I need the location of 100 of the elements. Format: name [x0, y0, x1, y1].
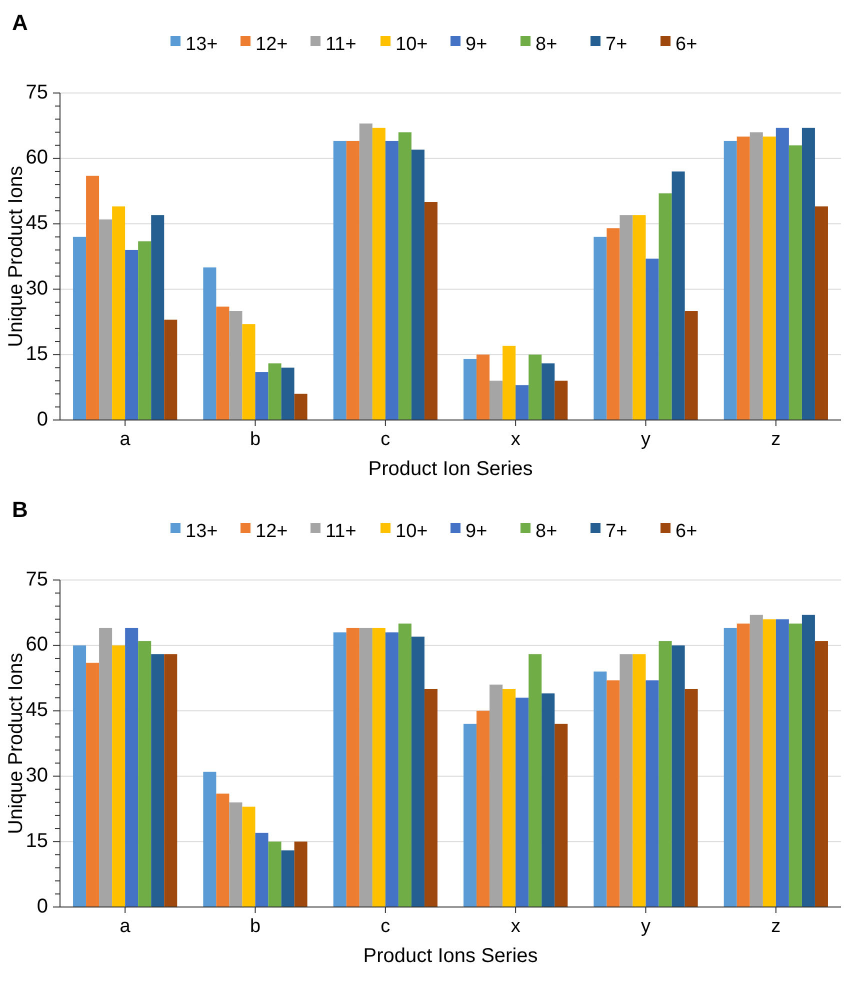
bar [112, 645, 126, 907]
bar [646, 258, 659, 420]
bar [216, 306, 230, 420]
bar [620, 654, 633, 907]
bar [99, 628, 112, 907]
bar [294, 394, 308, 420]
legend-label: 6+ [676, 34, 698, 56]
bar [516, 698, 529, 907]
bar [750, 614, 763, 907]
bar [542, 693, 555, 907]
bar [684, 311, 698, 420]
bar [385, 140, 398, 420]
bar [802, 128, 815, 420]
y-tick-label: 60 [26, 634, 48, 656]
y-tick-label: 15 [26, 830, 48, 852]
y-tick-label: 0 [36, 408, 48, 430]
y-tick-label: 30 [26, 764, 48, 786]
bar [281, 368, 294, 420]
bar [411, 636, 424, 907]
y-tick-label: 75 [26, 568, 48, 590]
bar [99, 219, 112, 420]
x-tick-label: z [771, 916, 781, 937]
legend-label: 13+ [186, 34, 218, 56]
bar [346, 628, 360, 907]
x-tick-label: y [641, 429, 651, 450]
bar [672, 645, 685, 907]
legend-label: 8+ [536, 521, 558, 542]
bar [333, 140, 346, 420]
bar [398, 624, 412, 907]
bar [762, 619, 776, 907]
bar [151, 215, 164, 420]
bar [658, 641, 672, 907]
x-axis-title: Product Ion Series [368, 458, 533, 480]
bar [268, 363, 282, 420]
bar [762, 136, 776, 420]
bar [424, 202, 438, 420]
x-tick-label: b [250, 916, 261, 937]
legend-label: 8+ [536, 34, 558, 56]
bar [658, 193, 672, 420]
x-tick-label: x [510, 429, 521, 450]
y-tick-label: 0 [36, 895, 48, 918]
bar [802, 614, 815, 907]
legend-label: 7+ [606, 521, 628, 542]
bar [73, 645, 86, 907]
x-tick-label: a [120, 429, 131, 450]
bar [788, 624, 802, 907]
bar [776, 128, 789, 420]
bar [229, 802, 242, 907]
bar [125, 250, 138, 420]
bar [359, 124, 372, 420]
x-axis-title: Product Ions Series [363, 945, 538, 967]
x-tick-label: b [250, 429, 261, 450]
legend-label: 11+ [326, 34, 356, 56]
bar [151, 654, 164, 907]
legend-label: 10+ [396, 521, 428, 542]
bar [736, 624, 750, 907]
chart-title: A [12, 10, 28, 35]
bar [632, 654, 646, 907]
bar [606, 228, 620, 420]
bar [242, 324, 256, 420]
y-tick-label: 75 [26, 81, 48, 104]
bar [164, 320, 178, 420]
x-tick-label: y [641, 916, 651, 937]
legend-label: 9+ [466, 34, 488, 56]
bar [620, 215, 633, 420]
bar [411, 150, 424, 420]
bar [294, 842, 308, 907]
bar [554, 380, 568, 420]
bar [502, 689, 516, 907]
bar [672, 171, 685, 420]
y-tick-label: 30 [26, 277, 48, 300]
bar [203, 267, 216, 420]
chart-title: B [12, 497, 28, 522]
bar [632, 215, 646, 420]
bar [776, 619, 789, 907]
bar [398, 132, 412, 420]
bar [502, 346, 516, 420]
bar [385, 632, 398, 907]
bar [125, 628, 138, 907]
bar [359, 628, 372, 907]
bar [606, 680, 620, 907]
legend-label: 10+ [396, 34, 428, 56]
y-tick-label: 60 [26, 146, 48, 169]
x-tick-label: c [380, 429, 390, 450]
bar [346, 140, 360, 420]
bar [372, 628, 386, 907]
bar [516, 385, 529, 420]
bar [476, 710, 490, 907]
y-tick-label: 45 [26, 699, 48, 722]
bar [372, 128, 386, 420]
bar [203, 772, 216, 907]
bar [490, 684, 503, 907]
bar [464, 724, 477, 907]
bar [528, 354, 542, 420]
bar [542, 363, 555, 420]
y-tick-label: 45 [26, 212, 48, 234]
bar [528, 654, 542, 907]
bar [724, 140, 737, 420]
bar [268, 842, 282, 907]
bar [736, 136, 750, 420]
